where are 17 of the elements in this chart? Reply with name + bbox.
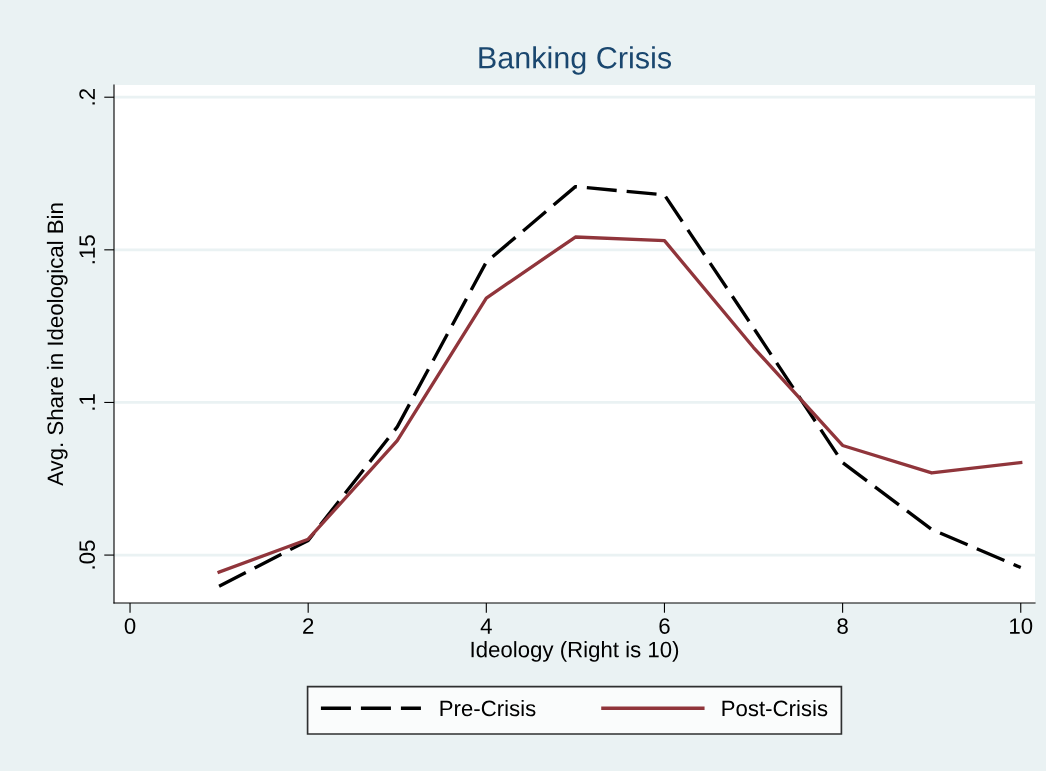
y-axis-title: Avg. Share in Ideological Bin: [46, 203, 68, 486]
x-tick-label: 6: [659, 618, 670, 634]
y-tick-label: .05: [79, 540, 96, 569]
x-tick-label: 0: [124, 618, 136, 634]
legend-label: Post-Crisis: [722, 699, 828, 717]
x-tick-label: 4: [480, 618, 492, 634]
line-series: [217, 235, 1023, 574]
y-tick-label: .1: [79, 394, 95, 410]
x-tick-label: 8: [837, 618, 848, 634]
x-axis-title: Ideology (Right is 10): [471, 641, 679, 662]
y-tick-label: .2: [79, 89, 95, 105]
y-tick-label: .15: [79, 235, 96, 264]
chart-title: Banking Crisis: [479, 46, 672, 75]
x-tick-label: 2: [303, 618, 314, 634]
legend-label: Pre-Crisis: [440, 699, 536, 717]
x-tick-label: 10: [1010, 618, 1033, 634]
line-series: [217, 184, 1023, 588]
